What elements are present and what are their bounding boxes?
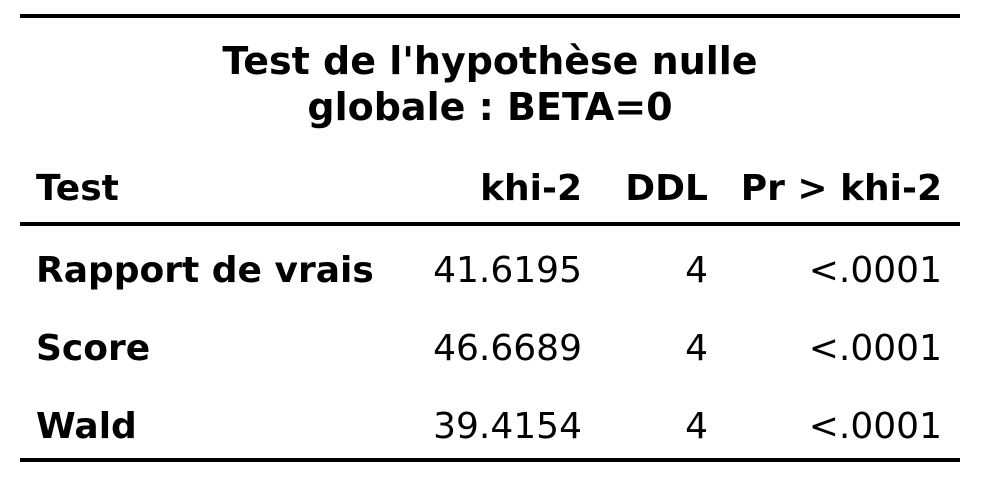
row-ddl-value: 4 bbox=[685, 328, 708, 369]
table-row: Rapport de vrais 41.6195 4 <.0001 bbox=[20, 246, 960, 306]
row-pr-value: <.0001 bbox=[808, 328, 942, 369]
row-khi2-value: 46.6689 bbox=[433, 328, 582, 369]
table-header-row: Test khi-2 DDL Pr > khi-2 bbox=[20, 164, 960, 214]
row-pr-value: <.0001 bbox=[808, 406, 942, 447]
table-bottom-rule bbox=[20, 458, 960, 462]
table-header-rule bbox=[20, 222, 960, 226]
table-row: Score 46.6689 4 <.0001 bbox=[20, 324, 960, 384]
row-ddl-value: 4 bbox=[685, 250, 708, 291]
row-test-label: Score bbox=[36, 328, 151, 369]
header-khi2: khi-2 bbox=[480, 168, 582, 209]
header-test: Test bbox=[36, 168, 119, 209]
row-pr-value: <.0001 bbox=[808, 250, 942, 291]
table-title-line-2: globale : BETA=0 bbox=[307, 85, 673, 129]
table-row: Wald 39.4154 4 <.0001 bbox=[20, 402, 960, 462]
row-khi2-value: 39.4154 bbox=[433, 406, 582, 447]
header-ddl: DDL bbox=[625, 168, 708, 209]
header-pr: Pr > khi-2 bbox=[740, 168, 942, 209]
row-khi2-value: 41.6195 bbox=[433, 250, 582, 291]
table-top-rule bbox=[20, 14, 960, 18]
row-ddl-value: 4 bbox=[685, 406, 708, 447]
row-test-label: Rapport de vrais bbox=[36, 250, 374, 291]
table-title-line-1: Test de l'hypothèse nulle bbox=[222, 39, 758, 83]
table-title: Test de l'hypothèse nulle globale : BETA… bbox=[20, 38, 960, 130]
row-test-label: Wald bbox=[36, 406, 137, 447]
